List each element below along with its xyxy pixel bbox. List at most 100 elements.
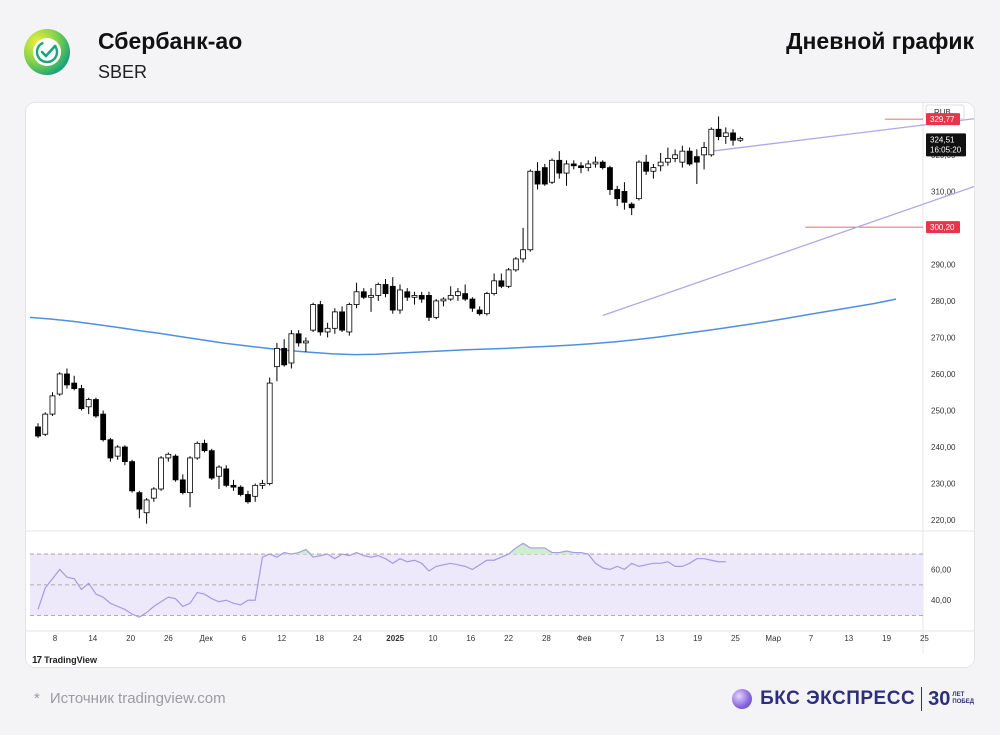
candle — [592, 156, 599, 168]
candle — [447, 286, 454, 301]
candle-body — [208, 450, 215, 479]
y-tick-label: 220,00 — [931, 516, 956, 525]
x-tick-label: 8 — [53, 634, 58, 643]
candle — [556, 151, 563, 179]
candle-body — [56, 373, 63, 395]
x-tick-label: Дек — [200, 634, 214, 643]
rsi-tick-label: 40,00 — [931, 596, 952, 605]
candle-body — [78, 388, 85, 410]
rsi-overbought-fill — [276, 543, 589, 555]
candle-body — [375, 284, 382, 296]
candle-body — [664, 158, 671, 163]
candle-body — [447, 295, 454, 300]
candle-body — [172, 455, 179, 481]
candle-body — [397, 289, 403, 311]
candle — [353, 282, 360, 309]
candle — [382, 279, 389, 298]
candle — [520, 227, 526, 263]
candle — [527, 169, 534, 252]
candle-body — [512, 258, 519, 271]
candle-body — [455, 291, 461, 296]
candle — [100, 410, 107, 442]
candle-body — [368, 295, 374, 298]
candle-body — [288, 333, 295, 364]
candle — [389, 277, 396, 314]
candle-body — [476, 309, 483, 315]
candle — [281, 339, 288, 367]
candle — [35, 423, 41, 438]
high-level-label: 329,77 — [930, 115, 955, 124]
candle-body — [71, 382, 78, 389]
candle-body — [324, 327, 331, 333]
candle-body — [462, 293, 469, 300]
candle-body — [505, 269, 512, 287]
candle — [455, 288, 461, 301]
candle — [114, 445, 121, 460]
x-tick-label: 13 — [655, 634, 664, 643]
candle-body — [498, 280, 505, 287]
candle — [549, 158, 555, 185]
rsi-line — [37, 542, 726, 618]
source-note: * Источник tradingview.com — [34, 690, 226, 707]
candle-body — [483, 293, 490, 315]
y-tick-label: 310,00 — [931, 187, 956, 196]
y-tick-label: 290,00 — [931, 260, 956, 269]
candle-body — [628, 203, 635, 209]
candle — [179, 474, 186, 495]
candle — [295, 330, 302, 347]
candle-body — [143, 499, 150, 514]
x-tick-label: 7 — [809, 634, 814, 643]
last-price-time: 16:05:20 — [930, 145, 962, 154]
candle — [483, 291, 490, 316]
candle-body — [708, 128, 715, 156]
candle-body — [114, 446, 121, 457]
candle — [346, 302, 353, 336]
candle-body — [541, 167, 548, 185]
candle-body — [353, 291, 360, 305]
candle — [469, 297, 476, 312]
y-tick-label: 280,00 — [931, 297, 956, 306]
candle — [85, 397, 92, 415]
candle — [578, 162, 584, 174]
candle-body — [216, 466, 222, 477]
candle — [722, 127, 729, 144]
candle-body — [100, 413, 107, 441]
candle-body — [237, 486, 244, 495]
candle — [404, 288, 411, 301]
candle — [208, 448, 215, 480]
candle — [476, 306, 483, 316]
candle — [614, 185, 621, 206]
candle — [498, 273, 505, 289]
candle-body — [317, 304, 324, 333]
x-tick-label: 16 — [466, 634, 475, 643]
candle-body — [150, 488, 157, 499]
low-level-label: 300,20 — [930, 223, 955, 232]
candle-body — [578, 165, 584, 169]
bcs-brand: БКС ЭКСПРЕСС 30 ЛЕТ ПОБЕД — [732, 684, 974, 714]
candle — [165, 452, 172, 462]
candle-body — [295, 333, 302, 344]
candle-body — [585, 163, 592, 169]
candle-body — [187, 457, 193, 494]
x-tick-label: 20 — [126, 634, 135, 643]
candle-body — [346, 304, 353, 333]
candle — [563, 160, 570, 186]
candle — [397, 284, 403, 314]
sberbank-logo — [24, 29, 70, 75]
x-tick-label: 2025 — [386, 634, 404, 643]
y-tick-label: 270,00 — [931, 333, 956, 342]
candle-body — [404, 291, 411, 298]
candle-body — [339, 311, 345, 331]
ticker-label: SBER — [98, 62, 148, 82]
candle-body — [302, 340, 309, 344]
price-chart[interactable]: RUB 220,00 230,00 240,00 250,00 260,00 270,00 2… — [26, 103, 974, 667]
candle-body — [85, 399, 92, 408]
candle-body — [679, 150, 686, 163]
candle — [693, 149, 700, 185]
x-tick-label: Мар — [765, 634, 781, 643]
candle-body — [527, 170, 534, 251]
candle-body — [158, 457, 164, 490]
x-tick-label: 26 — [164, 634, 173, 643]
channel-upper-line — [711, 118, 974, 152]
candle — [418, 291, 425, 303]
